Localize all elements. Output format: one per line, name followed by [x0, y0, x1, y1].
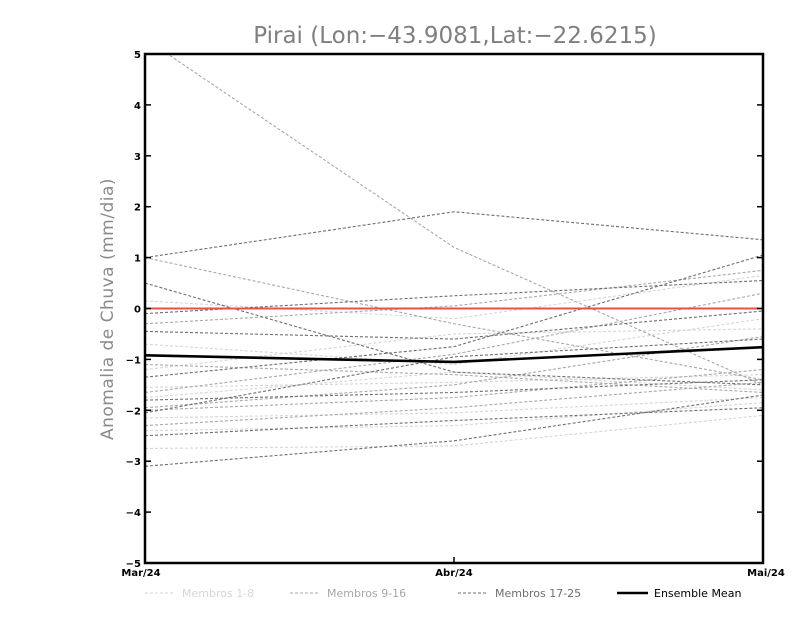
y-tick-label: −1: [126, 355, 141, 366]
y-axis-label: Anomalia de Chuva (mm/dia): [98, 178, 118, 440]
series-line-member-25: [145, 394, 763, 467]
series-line-member-13: [145, 292, 763, 394]
y-tick-label: −3: [126, 457, 141, 468]
series-line-member-11: [145, 269, 763, 325]
plot-frame: [143, 52, 765, 565]
series-layer: [145, 54, 763, 467]
y-tick-label: 5: [134, 50, 141, 61]
series-line-member-21: [145, 254, 763, 378]
series-line-member-3: [145, 328, 763, 371]
y-tick-label: 2: [134, 203, 141, 214]
series-line-member-17: [145, 211, 763, 259]
y-tick-label: −4: [126, 508, 141, 519]
series-line-member-5: [145, 371, 763, 399]
y-tick-label: 4: [134, 101, 141, 112]
y-tick-label: 1: [134, 254, 141, 265]
series-line-member-24: [145, 407, 763, 437]
chart-title: Pirai (Lon:−43.9081,Lat:−22.6215): [253, 23, 657, 49]
series-line-member-1: [145, 274, 763, 320]
y-tick-label: 0: [134, 305, 141, 316]
series-line-member-15: [145, 369, 763, 411]
y-axis: 5 4 3 2 1 0 −1 −2 −3 −4 −5: [126, 50, 763, 570]
series-line-member-22: [145, 379, 763, 401]
y-tick-label: −2: [126, 406, 141, 417]
x-tick-label: Mai/24: [747, 568, 785, 579]
y-tick-label: −5: [126, 559, 141, 570]
x-tick-label: Abr/24: [435, 568, 472, 579]
series-line-member-12: [145, 363, 763, 394]
y-tick-label: 3: [134, 152, 141, 163]
series-line-member-8: [145, 414, 763, 450]
legend-label: Membros 17-25: [495, 587, 581, 600]
series-line-member-10: [145, 257, 763, 381]
legend-label: Ensemble Mean: [654, 587, 741, 600]
series-line-member-16: [145, 381, 763, 427]
series-line-member-18: [145, 282, 763, 386]
series-line-member-9: [166, 54, 763, 386]
ensemble-mean-line: [145, 345, 763, 364]
legend-label: Membros 1-8: [182, 587, 254, 600]
x-axis: Mar/24 Abr/24 Mai/24: [121, 557, 785, 579]
series-line-member-2: [145, 318, 763, 366]
series-line-member-7: [145, 402, 763, 432]
legend-label: Membros 9-16: [327, 587, 406, 600]
series-line-member-4: [145, 374, 763, 388]
series-line-member-20: [145, 310, 763, 340]
series-line-member-23: [145, 338, 763, 414]
legend: Membros 1-8 Membros 9-16 Membros 17-25 Ense…: [145, 587, 741, 600]
x-tick-label: Mar/24: [121, 568, 160, 579]
series-line-member-6: [145, 397, 763, 419]
